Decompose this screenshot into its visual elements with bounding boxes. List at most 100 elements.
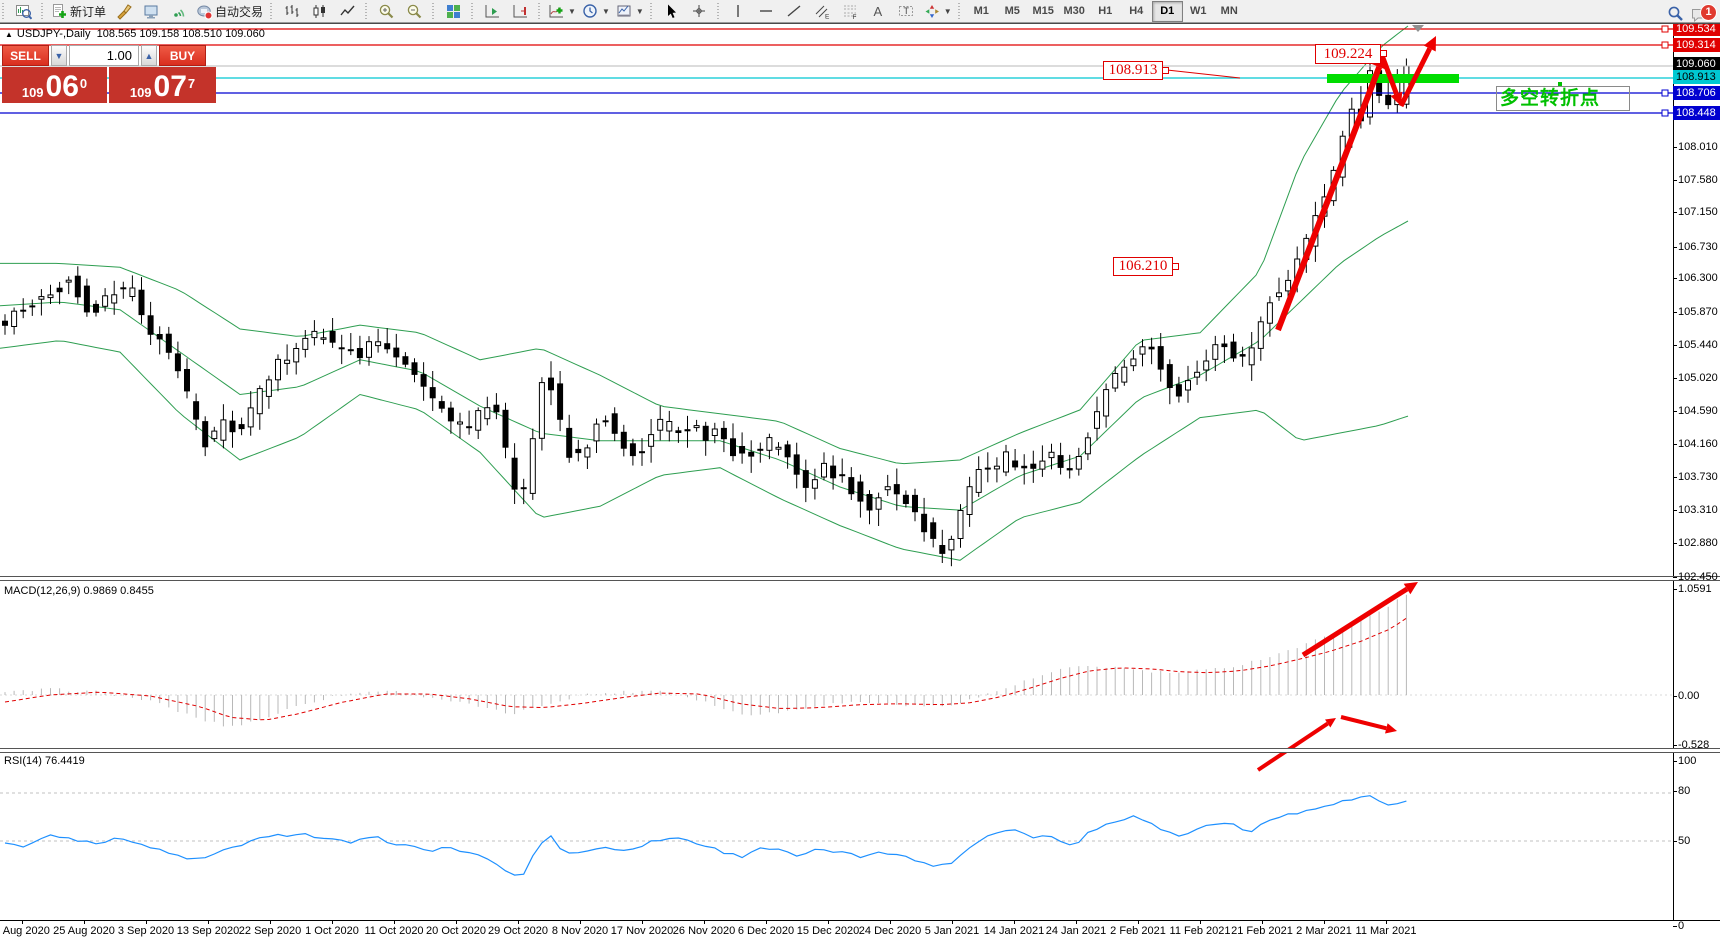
axis-date-tick — [890, 920, 891, 924]
axis-price-label: 105.440 — [1678, 339, 1718, 351]
axis-date-label: 6 Aug 2020 — [0, 925, 50, 937]
label-button[interactable]: T — [893, 0, 921, 22]
axis-date-tick — [580, 920, 581, 924]
note-selection-handle[interactable] — [1558, 82, 1562, 86]
cursor-icon — [668, 4, 677, 18]
timeframe-m1-button[interactable]: M1 — [973, 5, 989, 17]
indicators-button[interactable]: ▼ — [545, 0, 579, 22]
candles-chart-button[interactable] — [305, 0, 333, 22]
channel-button[interactable]: E — [809, 0, 837, 22]
zout-icon — [407, 4, 421, 18]
volume-increase-button[interactable]: ▲ — [141, 45, 157, 66]
axis-date-tick — [1138, 920, 1139, 924]
time-axis[interactable] — [0, 921, 1720, 945]
zin-icon — [379, 4, 393, 18]
timeframe-m30-button[interactable]: M30 — [1063, 5, 1085, 17]
axis-date-tick — [952, 920, 953, 924]
dropdown-caret-icon[interactable]: ▼ — [568, 6, 576, 16]
shift-icon — [513, 4, 527, 17]
new-order-button[interactable]: 新订单 — [48, 0, 109, 22]
axis-tick — [1673, 345, 1677, 346]
line-chart-button[interactable] — [333, 0, 361, 22]
axis-date-label: 21 Feb 2021 — [1231, 925, 1293, 937]
hline-button[interactable] — [753, 0, 781, 22]
window-collapse-icon[interactable]: ▲ — [5, 30, 13, 39]
axis-price-label: 103.310 — [1678, 504, 1718, 516]
chart-shift-button[interactable] — [506, 0, 534, 22]
fibonacci-button[interactable]: F — [837, 0, 865, 22]
trendline-button[interactable] — [781, 0, 809, 22]
axis-date-label: 14 Jan 2021 — [983, 925, 1045, 937]
axis-date-tick — [1076, 920, 1077, 924]
profiles-button[interactable] — [9, 0, 37, 22]
arrow-annotations-layer — [1166, 36, 1436, 772]
notifications-button[interactable]: 1 — [1691, 4, 1717, 23]
autotrading-button[interactable]: 自动交易 — [193, 0, 266, 22]
arrows-button[interactable]: ▼ — [921, 0, 955, 22]
crosshair-icon — [693, 4, 706, 17]
terminal-button[interactable] — [137, 0, 165, 22]
signals-button[interactable] — [165, 0, 193, 22]
axis-price-label: 105.870 — [1678, 306, 1718, 318]
price-tag-109060: 109.060 — [1673, 57, 1720, 71]
autoscroll-button[interactable] — [478, 0, 506, 22]
axis-price-label: 103.730 — [1678, 471, 1718, 483]
chart-symbol-period: USDJPY-,Daily — [16, 28, 91, 40]
pane-separator-macd[interactable] — [0, 576, 1720, 581]
bars-chart-button[interactable] — [277, 0, 305, 22]
vline-button[interactable] — [725, 0, 753, 22]
buy-button[interactable]: BUY — [159, 45, 206, 66]
zoom-in-button[interactable] — [372, 0, 400, 22]
timeframe-m5-button[interactable]: M5 — [1004, 5, 1020, 17]
axis-date-tick — [456, 920, 457, 924]
timeframe-h4-button[interactable]: H4 — [1129, 5, 1144, 17]
axis-tick — [1673, 212, 1677, 213]
price-callout-108913[interactable]: 108.913 — [1103, 61, 1163, 80]
periods-button[interactable]: ▼ — [579, 0, 613, 22]
dropdown-caret-icon[interactable]: ▼ — [601, 6, 610, 16]
tile-windows-button[interactable] — [439, 0, 467, 22]
axis-price-label: 105.020 — [1678, 372, 1718, 384]
terminal-icon — [144, 5, 158, 18]
sell-price-big: 06 — [45, 70, 79, 103]
svg-text:F: F — [853, 14, 857, 20]
dropdown-caret-icon[interactable]: ▼ — [635, 6, 644, 16]
dropdown-caret-icon[interactable]: ▼ — [943, 6, 952, 16]
svg-text:T: T — [904, 6, 910, 16]
timeframe-h1-button[interactable]: H1 — [1098, 5, 1113, 17]
zoom-out-button[interactable] — [400, 0, 428, 22]
templates-button[interactable]: ▼ — [613, 0, 647, 22]
textA-icon: A — [874, 4, 883, 19]
cursor-button[interactable] — [658, 0, 686, 22]
toolbar-grip — [470, 3, 474, 19]
price-callout-106210[interactable]: 106.210 — [1113, 257, 1173, 276]
toolbar-group-timeframes: M1 M5 M15 M30 H1 H4 D1 W1 MN — [964, 0, 1247, 22]
text-button[interactable]: A — [865, 0, 893, 22]
search-button[interactable] — [1661, 2, 1689, 24]
sell-price-display[interactable]: 109 06 0 — [2, 67, 107, 103]
clean-charts-button[interactable] — [109, 0, 137, 22]
buy-price-display[interactable]: 109 07 7 — [109, 67, 216, 103]
price-axis[interactable] — [1674, 24, 1720, 921]
price-callout-109224[interactable]: 109.224 — [1315, 44, 1381, 64]
crosshair-button[interactable] — [686, 0, 714, 22]
axis-tick — [1673, 147, 1677, 148]
volume-input[interactable] — [69, 45, 139, 66]
bollinger-bands-layer — [0, 25, 1409, 561]
timeframe-m15-button[interactable]: M15 — [1032, 5, 1054, 17]
pane-separator-rsi[interactable] — [0, 748, 1720, 753]
axis-date-label: 3 Sep 2020 — [117, 925, 175, 937]
trend-icon — [787, 4, 801, 17]
volume-decrease-button[interactable]: ▼ — [51, 45, 67, 66]
axis-date-tick — [704, 920, 705, 924]
timeframe-mn-button[interactable]: MN — [1220, 5, 1238, 17]
axis-date-label: 1 Oct 2020 — [305, 925, 359, 937]
timeframe-w1-button[interactable]: W1 — [1189, 5, 1207, 17]
axis-price-label: 106.730 — [1678, 241, 1718, 253]
sell-button[interactable]: SELL — [2, 45, 49, 66]
bull-bear-turning-point-note[interactable]: 多空转折点 — [1496, 86, 1630, 111]
axis-date-tick — [518, 920, 519, 924]
timeframe-d1-button[interactable]: D1 — [1151, 0, 1183, 22]
